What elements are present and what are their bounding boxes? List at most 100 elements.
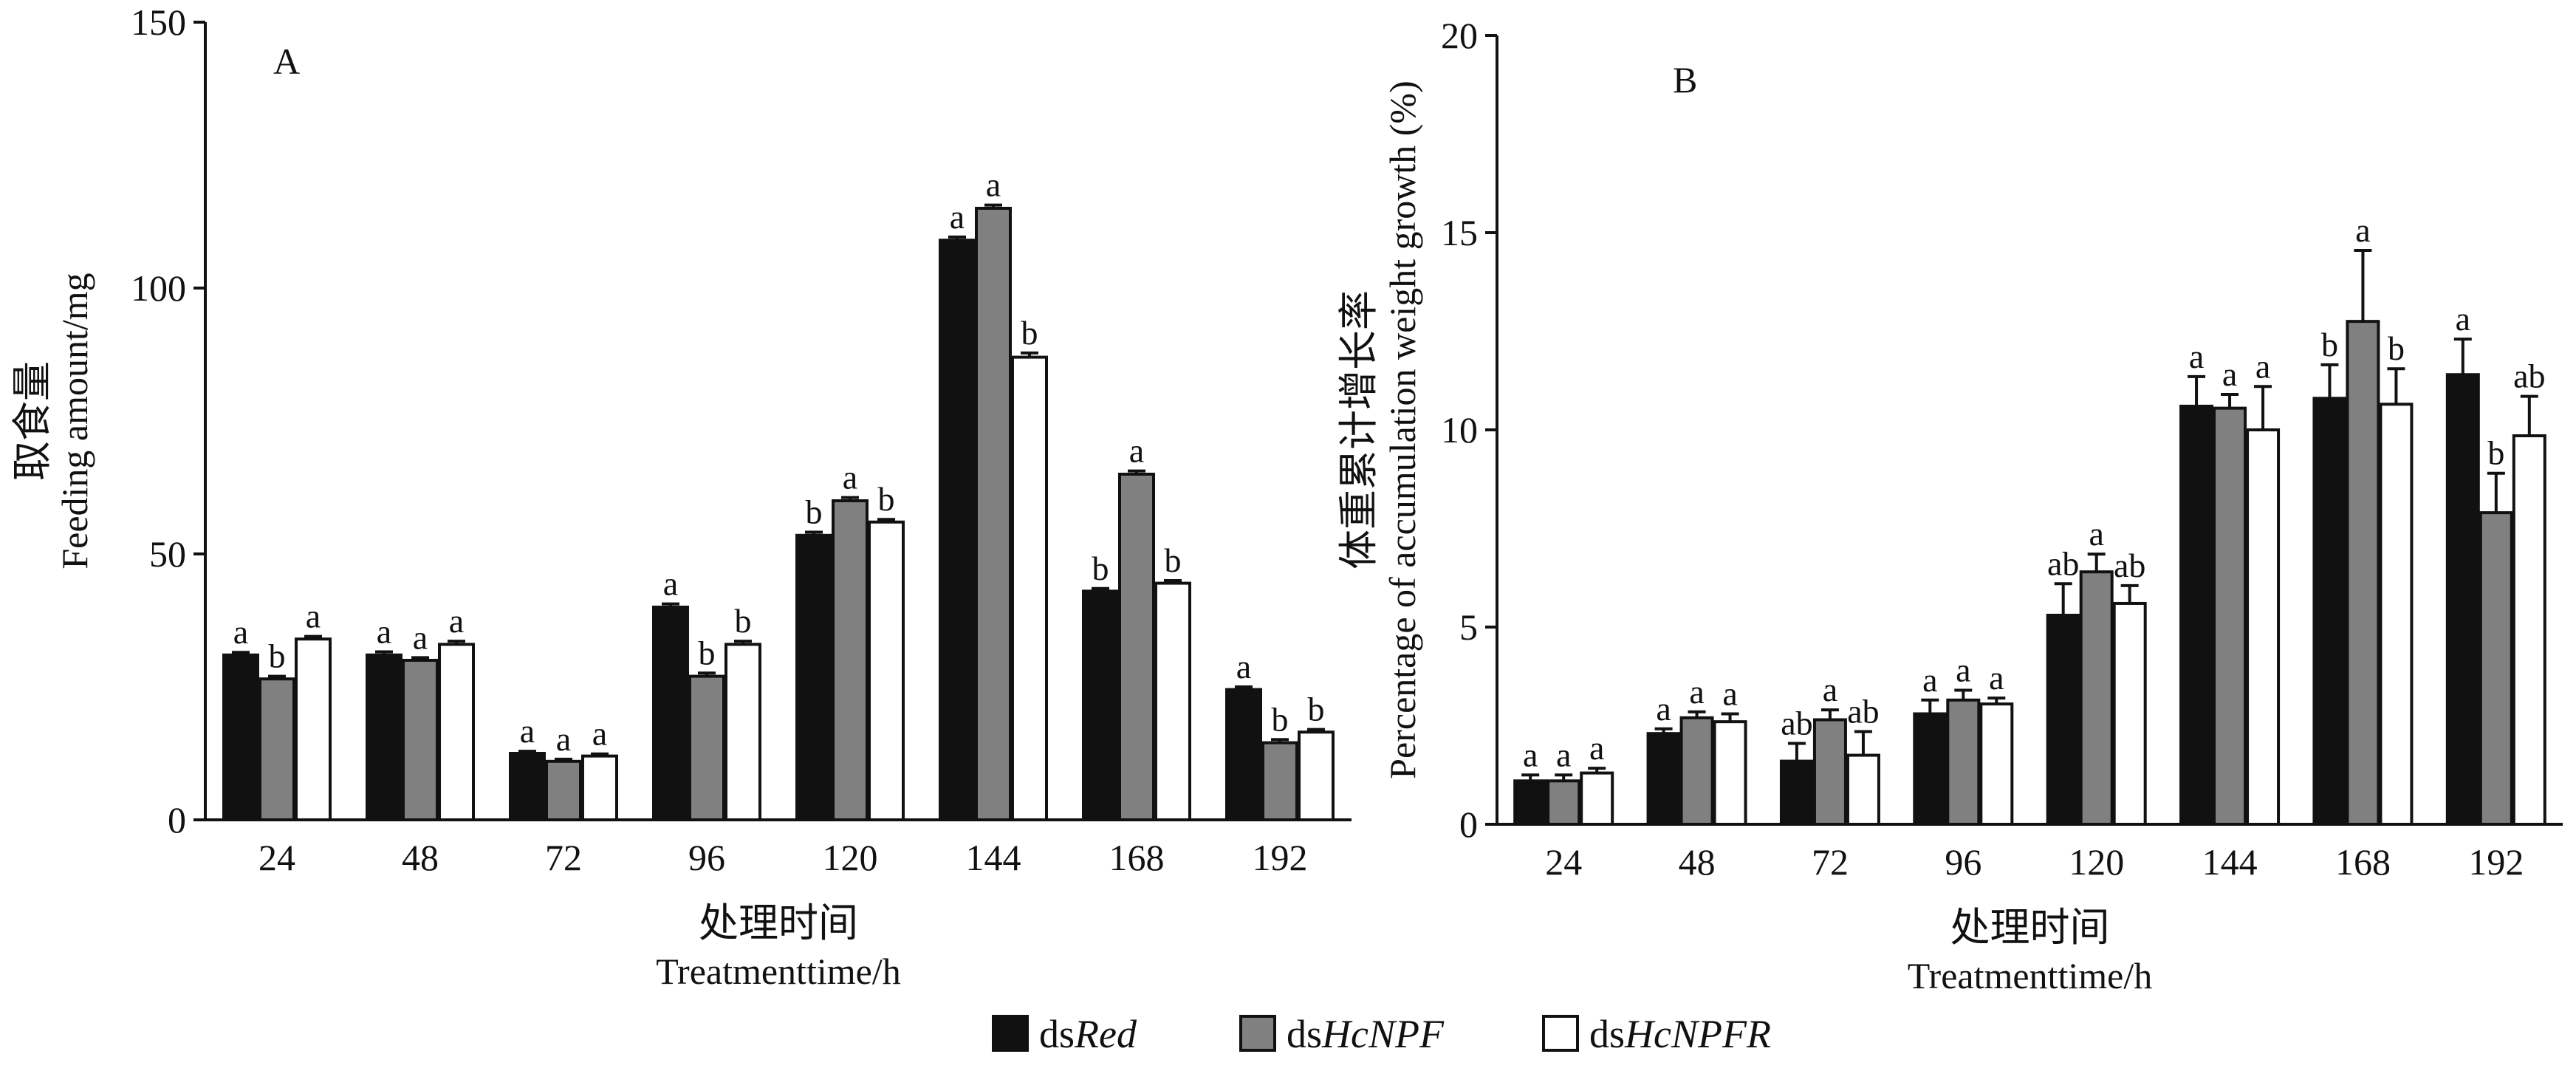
significance-letter: b: [2321, 326, 2338, 363]
significance-letter: ab: [1847, 693, 1879, 730]
bar: [795, 533, 832, 821]
x-tick-label: 72: [1812, 841, 1849, 883]
panel-label: A: [273, 41, 300, 82]
significance-letter: b: [878, 480, 895, 518]
legend-label-name: HcNPFR: [1624, 1012, 1771, 1056]
x-tick-label: 24: [258, 837, 295, 878]
y-tick-label: 0: [1459, 804, 1478, 845]
legend-label-prefix: ds: [1589, 1012, 1625, 1056]
significance-letter: a: [1236, 648, 1251, 685]
bar: [2312, 397, 2347, 826]
y-tick-label: 5: [1459, 606, 1478, 648]
significance-letter: a: [520, 712, 535, 750]
bar: [1154, 581, 1191, 821]
significance-letter: a: [592, 715, 607, 753]
significance-letter: a: [556, 720, 571, 758]
bar: [545, 759, 582, 822]
x-tick-label: 168: [1109, 837, 1165, 878]
x-tick-label: 96: [688, 837, 725, 878]
bar: [1082, 589, 1119, 822]
significance-letter: b: [1092, 550, 1109, 587]
legend-label: dsHcNPFR: [1589, 1012, 1771, 1056]
x-tick-label: 48: [402, 837, 439, 878]
x-tick-label: 72: [545, 837, 582, 878]
significance-letter: ab: [1781, 705, 1812, 742]
y-axis-title: Feeding amount/mg: [54, 273, 95, 569]
significance-letter: b: [1165, 541, 1182, 579]
significance-letter: a: [663, 565, 678, 603]
significance-letter: a: [1722, 674, 1737, 712]
bar: [2213, 406, 2247, 826]
x-tick-label: 96: [1945, 841, 1981, 883]
x-tick-label: 120: [2069, 841, 2124, 883]
bar: [509, 752, 546, 821]
significance-letter: a: [1523, 736, 1538, 773]
x-axis-title: Treatmenttime/h: [656, 951, 900, 992]
significance-letter: a: [1556, 736, 1571, 773]
bar: [1298, 730, 1335, 822]
bar: [1261, 741, 1298, 821]
significance-letter: b: [806, 493, 823, 530]
bar: [258, 677, 295, 822]
bar: [1846, 753, 1880, 826]
bar: [1913, 712, 1948, 826]
bar: [402, 659, 439, 821]
y-tick-label: 150: [131, 1, 186, 43]
bar: [2445, 373, 2480, 826]
x-tick-label: 192: [1253, 837, 1308, 878]
x-tick-label: 168: [2335, 841, 2391, 883]
x-tick-label: 48: [1679, 841, 1716, 883]
bar: [1679, 716, 1714, 826]
significance-letter: a: [1129, 432, 1144, 470]
bar: [832, 499, 869, 821]
significance-letter: a: [377, 612, 391, 650]
bar: [1011, 355, 1048, 822]
y-axis-title-cn: 取食量: [10, 361, 55, 481]
significance-letter: b: [2388, 329, 2405, 367]
legend-label: dsHcNPF: [1287, 1012, 1445, 1056]
significance-letter: b: [699, 634, 716, 671]
significance-letter: b: [735, 602, 752, 640]
significance-letter: a: [2189, 338, 2204, 375]
x-tick-label: 144: [2202, 841, 2258, 883]
y-tick-label: 100: [131, 267, 186, 309]
bar: [1946, 698, 1981, 826]
bar: [581, 754, 618, 821]
bar: [2112, 601, 2147, 826]
significance-letter: a: [1689, 673, 1704, 711]
x-tick-label: 144: [966, 837, 1021, 878]
x-axis-title: Treatmenttime/h: [1908, 955, 2152, 996]
panel-label: B: [1673, 59, 1697, 100]
bar: [1779, 759, 1814, 826]
significance-letter: a: [1823, 671, 1837, 708]
x-axis-title-cn: 处理时间: [1950, 906, 2110, 950]
bar: [1713, 720, 1747, 826]
significance-letter: b: [1272, 700, 1289, 738]
x-tick-label: 24: [1545, 841, 1582, 883]
y-axis-title-cn: 体重累计增长率: [1337, 290, 1381, 569]
significance-letter: a: [2456, 300, 2470, 338]
significance-letter: a: [1922, 661, 1937, 699]
legend-swatch: [992, 1015, 1029, 1052]
bar: [2246, 428, 2281, 826]
x-tick-label: 120: [823, 837, 878, 878]
significance-letter: a: [843, 459, 857, 496]
bar: [1646, 732, 1681, 826]
bar: [2379, 403, 2414, 826]
significance-letter: a: [1589, 729, 1604, 767]
bar: [2046, 613, 2080, 826]
bar: [975, 207, 1012, 821]
bar: [1118, 473, 1155, 821]
x-tick-label: 192: [2468, 841, 2524, 883]
bar: [652, 606, 689, 821]
significance-letter: ab: [2047, 544, 2079, 582]
bar: [1979, 702, 2014, 826]
bar: [939, 239, 976, 821]
legend: dsRed dsHcNPF dsHcNPFR: [992, 1012, 1771, 1056]
bar: [2512, 434, 2546, 826]
significance-letter: a: [1956, 651, 1970, 688]
